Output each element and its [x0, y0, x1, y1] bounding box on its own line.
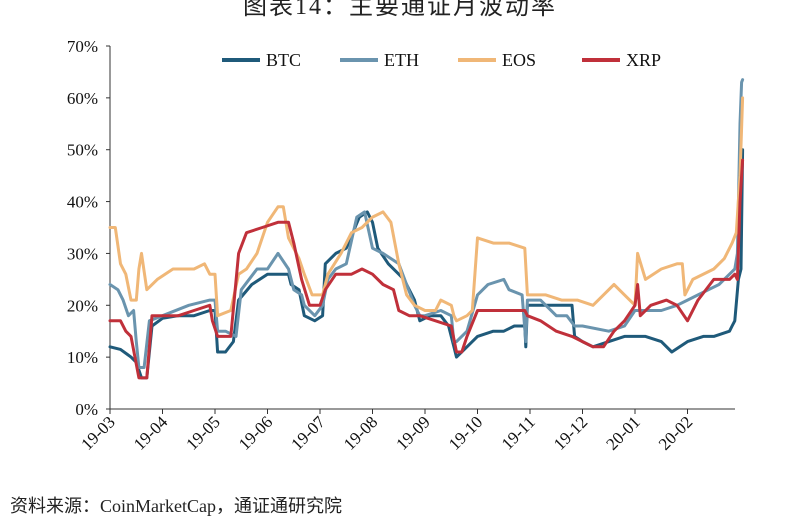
source-note: 资料来源：CoinMarketCap，通证通研究院 [10, 496, 342, 516]
y-tick-label: 70% [67, 37, 98, 56]
series-line-eos [108, 96, 745, 323]
x-tick-label: 19-05 [182, 412, 223, 453]
series-line-eth [108, 78, 745, 369]
legend-label-eos: EOS [502, 50, 536, 70]
x-tick-label: 19-04 [130, 412, 172, 454]
x-tick-label: 19-11 [498, 412, 539, 453]
x-tick-label: 19-08 [340, 412, 381, 453]
x-tick-label: 19-06 [235, 412, 276, 453]
series-layer [108, 78, 745, 380]
x-tick-label: 19-07 [287, 412, 329, 454]
x-tick-label: 19-12 [550, 412, 591, 453]
y-tick-label: 10% [67, 348, 98, 367]
y-tick-label: 0% [75, 400, 98, 419]
y-tick-label: 30% [67, 244, 98, 263]
y-tick-label: 50% [67, 141, 98, 160]
figure-title: 图表14：主要通证月波动率 [243, 0, 557, 20]
x-tick-label: 19-09 [392, 412, 433, 453]
series-line-xrp [108, 158, 745, 380]
y-tick-label: 20% [67, 296, 98, 315]
y-tick-label: 60% [67, 89, 98, 108]
axes [109, 46, 735, 410]
series-line-btc [108, 148, 745, 380]
volatility-line-chart: 0%10%20%30%40%50%60%70% 19-03 19-04 19-05 1… [67, 37, 745, 454]
y-tick-label: 40% [67, 193, 98, 212]
x-axis-ticks: 19-03 19-04 19-05 19-06 19-07 19-08 19-09 19-10… [77, 409, 696, 454]
legend: BTC ETH EOS XRP [222, 50, 661, 70]
legend-label-eth: ETH [384, 50, 419, 70]
y-axis-ticks: 0% 10% 20% 30% 40% 50% 60% 70% [67, 37, 110, 419]
legend-label-btc: BTC [266, 50, 301, 70]
x-tick-label: 20-02 [655, 412, 696, 453]
x-tick-label: 20-01 [602, 412, 643, 453]
legend-label-xrp: XRP [626, 50, 661, 70]
x-tick-label: 19-10 [445, 412, 486, 453]
